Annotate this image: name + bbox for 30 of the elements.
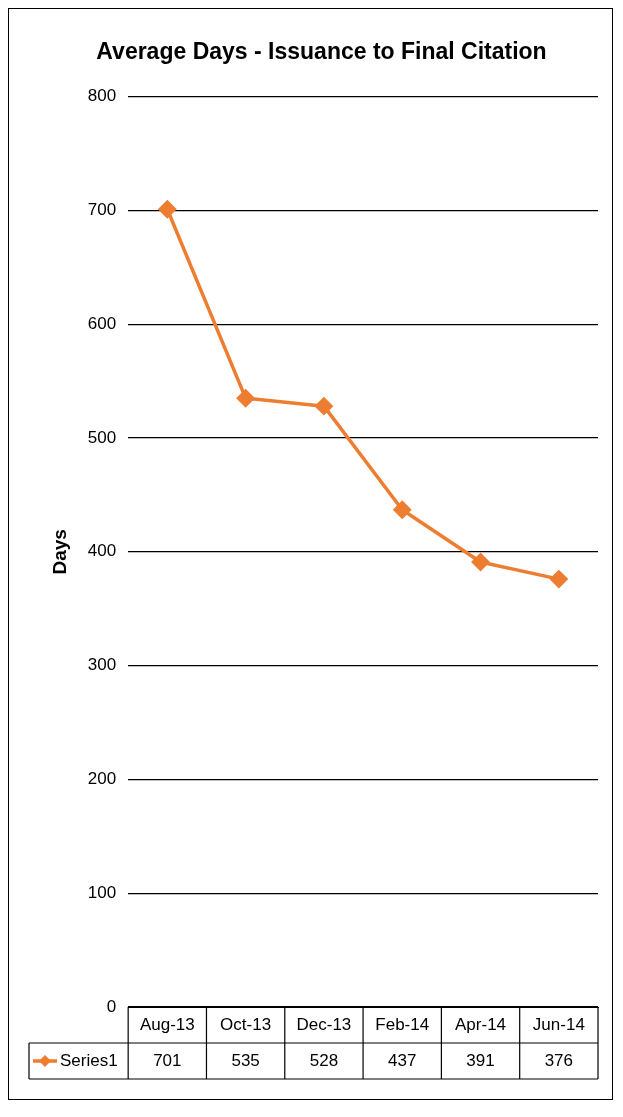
y-tick-label: 100: [87, 882, 117, 902]
y-tick-label: 0: [106, 996, 117, 1016]
data-label: 701: [153, 1050, 182, 1070]
point: [471, 553, 490, 571]
y-tick-label: 500: [87, 427, 117, 447]
x-tick-label: Aug-13: [139, 1014, 195, 1034]
point: [550, 570, 568, 588]
point: [158, 200, 177, 219]
point: [236, 389, 255, 407]
point: [315, 397, 333, 415]
y-axis-title: Days: [48, 529, 70, 575]
x-tick-label: Jun-14: [532, 1014, 585, 1034]
data-label: 376: [544, 1050, 574, 1070]
data-label: 391: [466, 1050, 495, 1070]
y-tick-label: 600: [87, 313, 117, 333]
y-tick-label: 200: [87, 769, 117, 789]
chart-title: Average Days - Issuance to Final Citation: [96, 38, 547, 65]
y-tick-label: 400: [87, 541, 117, 561]
x-tick-label: Feb-14: [375, 1014, 430, 1034]
x-tick-label: Oct-13: [220, 1014, 272, 1034]
point: [393, 500, 411, 519]
x-tick-label: Dec-13: [296, 1014, 352, 1034]
x-tick-label: Apr-14: [455, 1014, 507, 1034]
y-tick-label: 800: [87, 86, 117, 106]
y-tick-label: 300: [87, 655, 117, 675]
data-label: 437: [388, 1050, 417, 1070]
data-label: 528: [309, 1050, 339, 1070]
data-label: 535: [231, 1050, 260, 1070]
legend-label: Series1: [60, 1050, 118, 1070]
y-tick-label: 700: [87, 200, 117, 220]
